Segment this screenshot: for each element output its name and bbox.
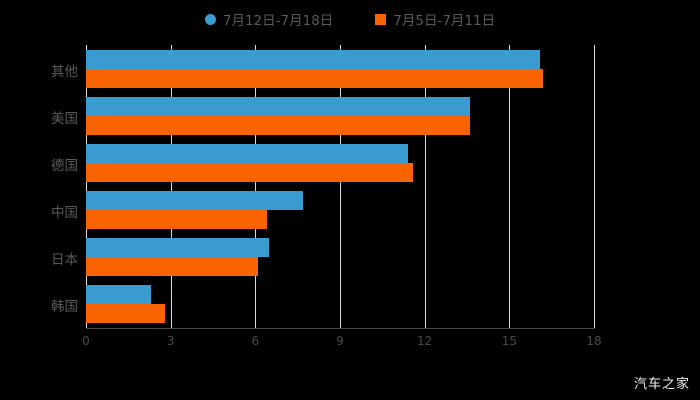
bar[interactable]	[86, 191, 304, 211]
x-gridline	[424, 45, 426, 328]
legend-item-label: 7月5日-7月11日	[393, 13, 496, 29]
x-axis-line	[86, 328, 595, 329]
y-axis-category-label: 韩国	[51, 299, 78, 316]
bar[interactable]	[86, 96, 470, 116]
legend-item[interactable]: 7月5日-7月11日	[375, 9, 495, 29]
x-gridline	[340, 45, 341, 328]
bar[interactable]	[86, 304, 166, 324]
x-gridline	[86, 45, 87, 328]
x-gridline	[255, 45, 257, 328]
y-axis-category-label: 中国	[51, 205, 78, 222]
x-tick-label: 9	[336, 334, 344, 348]
bar[interactable]	[86, 238, 270, 258]
x-tick-label: 3	[166, 334, 175, 348]
bar[interactable]	[86, 143, 408, 163]
legend-item-label: 7月12日-7月18日	[222, 13, 334, 29]
y-axis-category-label: 其他	[51, 63, 78, 80]
x-tick-label: 0	[82, 334, 90, 348]
chart-legend: 7月12日-7月18日 7月5日-7月11日	[0, 4, 700, 34]
legend-square-icon	[375, 13, 387, 25]
legend-circle-icon	[204, 13, 216, 25]
y-axis-category-label: 日本	[51, 252, 78, 269]
x-tick-label: 15	[501, 334, 517, 348]
x-gridline	[509, 45, 511, 328]
bar[interactable]	[86, 285, 151, 305]
legend-item[interactable]: 7月12日-7月18日	[204, 9, 334, 29]
y-axis-category-label: 美国	[51, 110, 78, 127]
watermark-label: 汽车之家	[633, 377, 690, 392]
bar[interactable]	[86, 210, 267, 230]
x-gridline	[594, 45, 595, 328]
y-axis-labels: 其他美国德国中国日本韩国	[0, 45, 78, 328]
plot-area	[86, 45, 595, 328]
x-gridline	[170, 45, 172, 328]
y-axis-category-label: 德国	[51, 157, 78, 174]
bar[interactable]	[86, 49, 541, 69]
x-tick-label: 6	[251, 334, 260, 348]
bar[interactable]	[86, 115, 470, 135]
x-tick-label: 18	[586, 334, 602, 348]
bar[interactable]	[86, 257, 259, 277]
x-tick-label: 12	[417, 334, 433, 348]
bar[interactable]	[86, 68, 544, 88]
bar[interactable]	[86, 162, 414, 182]
